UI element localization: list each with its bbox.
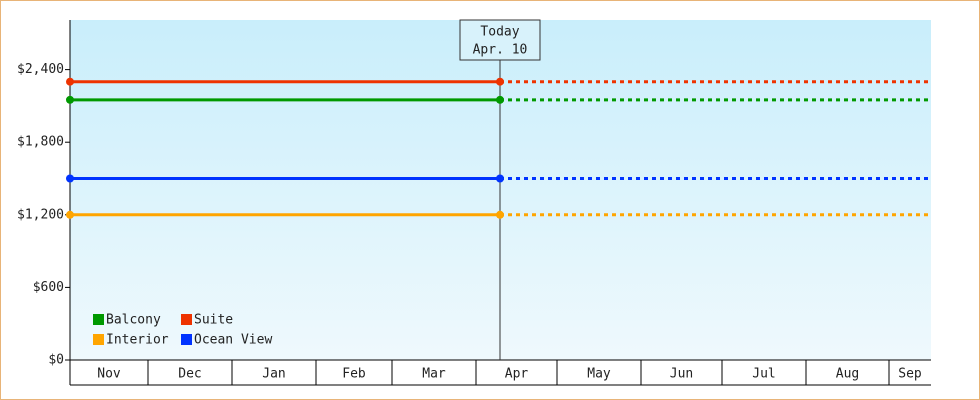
legend-label: Ocean View [194, 333, 272, 348]
legend-swatch [93, 334, 104, 345]
price-point [66, 95, 74, 104]
price-point [496, 210, 504, 219]
x-tick-label: Feb [342, 367, 366, 382]
legend-label: Interior [106, 333, 169, 348]
price-point [496, 95, 504, 104]
price-point [66, 210, 74, 219]
today-title: Today [480, 25, 519, 40]
x-tick-label: Jun [670, 367, 693, 382]
x-tick-label: Dec [178, 367, 201, 382]
x-tick-label: Mar [422, 367, 446, 382]
y-tick-label: $1,200 [17, 207, 64, 222]
x-tick-label: Sep [898, 367, 922, 382]
price-point [66, 77, 74, 86]
y-tick-label: $1,800 [17, 135, 64, 150]
legend-swatch [181, 314, 192, 325]
legend-label: Suite [194, 313, 233, 328]
price-point [496, 77, 504, 86]
y-tick-label: $2,400 [17, 62, 64, 77]
price-point [66, 174, 74, 183]
y-tick-label: $0 [48, 353, 64, 368]
x-tick-label: Apr [505, 367, 529, 382]
legend-swatch [181, 334, 192, 345]
y-tick-label: $600 [33, 280, 64, 295]
x-tick-label: Nov [97, 367, 121, 382]
x-tick-label: May [587, 367, 611, 382]
legend-swatch [93, 314, 104, 325]
x-tick-label: Aug [836, 367, 859, 382]
today-date: Apr. 10 [473, 43, 528, 58]
x-tick-label: Jan [262, 367, 285, 382]
legend-label: Balcony [106, 313, 161, 328]
today-box [459, 19, 541, 61]
x-tick-label: Jul [752, 367, 775, 382]
price-point [496, 174, 504, 183]
